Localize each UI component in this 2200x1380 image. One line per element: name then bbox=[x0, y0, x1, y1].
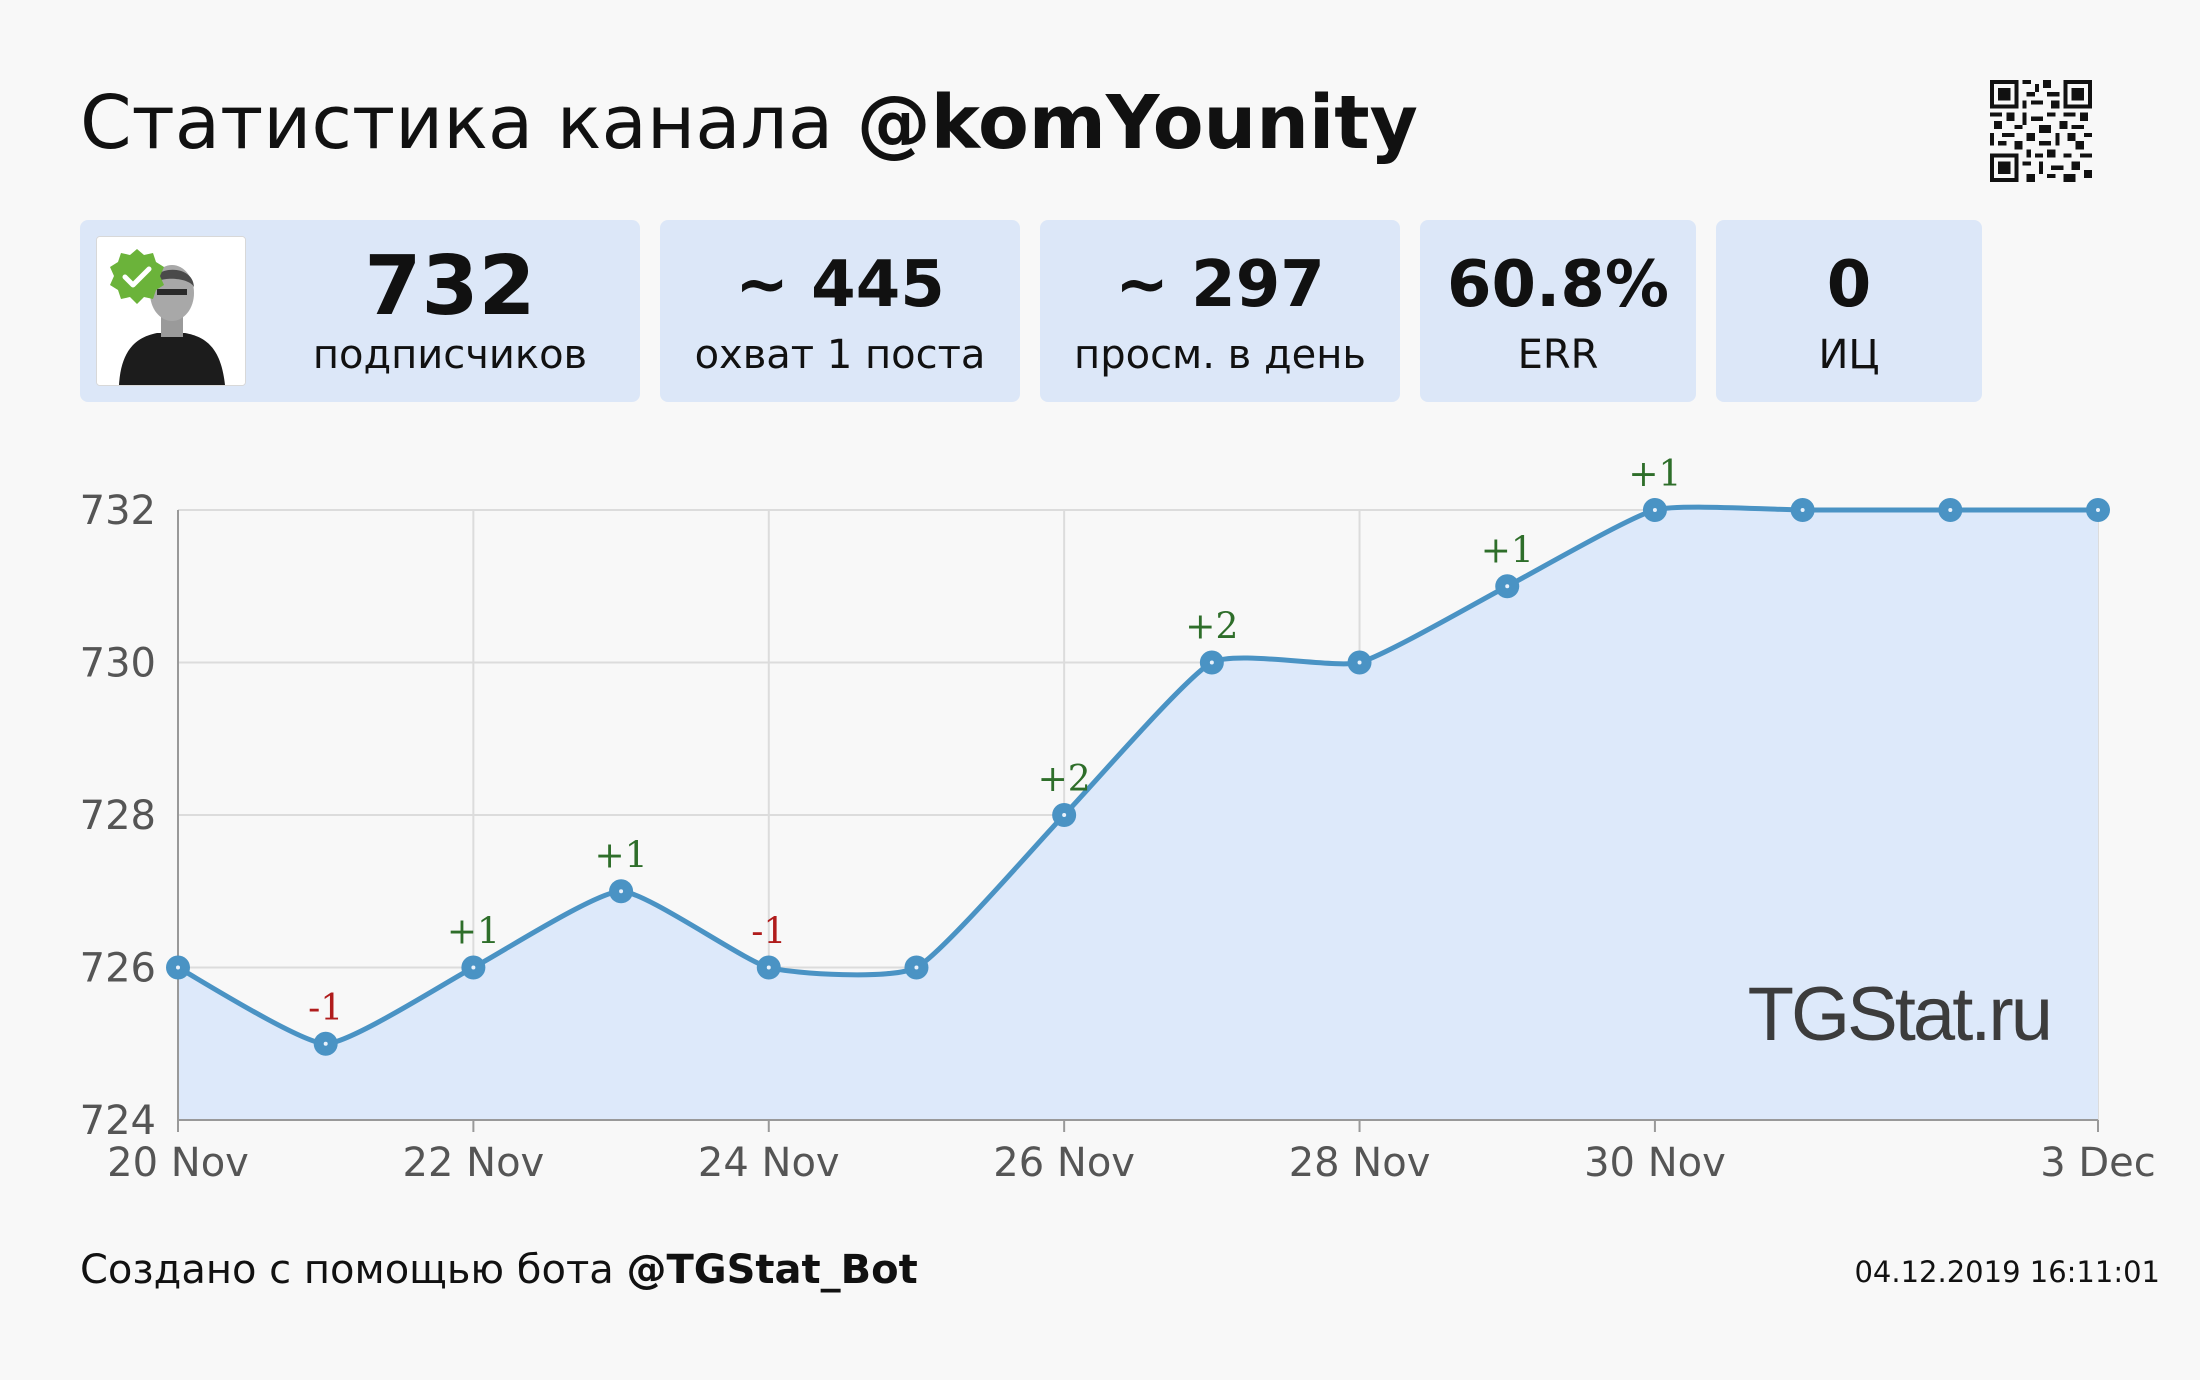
page-title: Статистика канала @komYounity bbox=[80, 78, 1418, 168]
x-tick-label: 28 Nov bbox=[1289, 1140, 1431, 1186]
stat-card-subscribers: 732 подписчиков bbox=[80, 220, 640, 402]
subscribers-value: 732 bbox=[364, 239, 536, 334]
data-point-center bbox=[1505, 584, 1510, 589]
channel-name: @komYounity bbox=[856, 80, 1418, 166]
data-point-center bbox=[1062, 813, 1067, 817]
reach-value: ~ 445 bbox=[735, 248, 945, 322]
daily-views-value: ~ 297 bbox=[1115, 248, 1325, 322]
verified-badge-icon bbox=[110, 249, 164, 304]
x-tick-label: 24 Nov bbox=[698, 1140, 840, 1186]
y-tick-label: 728 bbox=[80, 793, 156, 839]
data-point-center bbox=[176, 965, 180, 970]
point-delta-labels: -1 +1 +1 -1 +2 +2 +1 +1 bbox=[308, 454, 1681, 1029]
delta-label: -1 bbox=[308, 988, 343, 1029]
y-tick-label: 726 bbox=[80, 946, 156, 992]
x-axis-labels: 20 Nov 22 Nov 24 Nov 26 Nov 28 Nov 30 Nov 3 De… bbox=[107, 1140, 2156, 1186]
citation-index-label: ИЦ bbox=[1818, 332, 1880, 378]
subscribers-label: подписчиков bbox=[312, 332, 588, 378]
x-tick-label: 3 Dec bbox=[2040, 1140, 2156, 1186]
footer-prefix: Создано с помощью бота bbox=[80, 1247, 614, 1293]
delta-label: +1 bbox=[1628, 454, 1681, 495]
y-tick-label: 732 bbox=[80, 488, 156, 534]
footer-credit: Создано с помощью бота @TGStat_Bot bbox=[80, 1245, 918, 1295]
y-axis-labels: 724 726 728 730 732 bbox=[80, 488, 156, 1144]
data-point-center bbox=[323, 1041, 328, 1046]
stat-card-citation-index: 0 ИЦ bbox=[1716, 220, 1982, 402]
reach-label: охват 1 поста bbox=[694, 332, 986, 378]
data-point-center bbox=[914, 965, 919, 970]
data-point-center bbox=[1357, 660, 1362, 665]
x-tick-label: 26 Nov bbox=[993, 1140, 1135, 1186]
data-point-center bbox=[619, 889, 624, 894]
timestamp: 04.12.2019 16:11:01 bbox=[1854, 1255, 2160, 1289]
data-point-center bbox=[2096, 508, 2100, 512]
delta-label: +1 bbox=[1481, 530, 1534, 571]
chart-axes bbox=[177, 510, 2099, 1132]
watermark: TGStat.ru bbox=[1748, 972, 2050, 1057]
stat-card-daily-views: ~ 297 просм. в день bbox=[1040, 220, 1400, 402]
citation-index-value: 0 bbox=[1826, 248, 1872, 322]
stat-card-err: 60.8% ERR bbox=[1420, 220, 1696, 402]
chart-points bbox=[166, 498, 2110, 1056]
delta-label: +1 bbox=[595, 835, 648, 876]
x-tick-label: 30 Nov bbox=[1584, 1140, 1726, 1186]
y-tick-label: 724 bbox=[80, 1098, 156, 1144]
x-tick-label: 22 Nov bbox=[403, 1140, 545, 1186]
qr-code-icon[interactable] bbox=[1990, 80, 2092, 182]
data-point-center bbox=[1652, 508, 1657, 512]
x-tick-label: 20 Nov bbox=[107, 1140, 249, 1186]
delta-label: +1 bbox=[447, 912, 500, 953]
y-tick-label: 730 bbox=[80, 641, 156, 687]
data-point-center bbox=[1209, 660, 1214, 665]
err-value: 60.8% bbox=[1446, 248, 1670, 322]
delta-label: +2 bbox=[1185, 607, 1238, 648]
channel-avatar[interactable] bbox=[96, 236, 246, 386]
data-point-center bbox=[471, 965, 476, 970]
data-point-center bbox=[766, 965, 771, 970]
daily-views-label: просм. в день bbox=[1074, 332, 1366, 378]
err-label: ERR bbox=[1517, 332, 1599, 378]
stat-card-reach: ~ 445 охват 1 поста bbox=[660, 220, 1020, 402]
bot-link[interactable]: @TGStat_Bot bbox=[626, 1247, 918, 1293]
title-prefix: Статистика канала bbox=[80, 80, 834, 166]
subscribers-chart: TGStat.ru 724 726 728 730 732 20 Nov 22 Nov 24… bbox=[80, 454, 2156, 1186]
delta-label: -1 bbox=[751, 912, 786, 953]
data-point-center bbox=[1800, 508, 1805, 512]
delta-label: +2 bbox=[1038, 759, 1091, 800]
chart-area bbox=[178, 507, 2098, 1121]
data-point-center bbox=[1948, 508, 1953, 512]
